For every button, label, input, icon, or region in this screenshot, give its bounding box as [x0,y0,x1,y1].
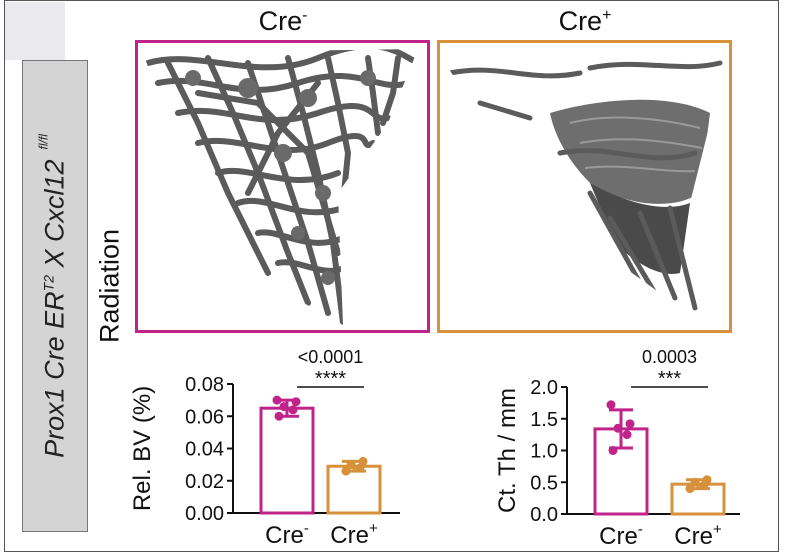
chart1-y-tick-label: 0.06 [185,406,224,428]
header-cre-plus: Cre+ [559,6,612,37]
chart2-y-tick-label: 0.5 [530,472,558,494]
chart1-data-point-0 [291,397,301,407]
chart1-y-tick-label: 0.00 [185,503,224,525]
header-cre-minus-base: Cre [258,6,303,36]
chart2-data-point-0 [625,419,635,429]
microct-image-cre-minus [135,40,430,333]
corner-box [5,2,65,60]
chart1-data-point-1 [341,466,351,476]
chart1-y-axis-label: Rel. BV (%) [129,386,156,511]
chart1-x-tick-label-base: Cre [265,522,304,549]
chart1-p-value: <0.0001 [298,347,364,367]
chart1-x-tick-label-base: Cre [330,522,369,549]
chart2-bar-1 [670,482,726,516]
chart2-p-value: 0.0003 [642,347,697,367]
microct-image-cre-plus [437,40,732,333]
chart1-y-tick-label: 0.04 [185,439,224,461]
chart1-significance-stars: **** [315,368,346,390]
chart2-data-point-0 [608,446,618,455]
chart2-x-tick-label-0: Cre- [599,521,643,550]
chart2-data-point-0 [613,423,623,433]
chart1-data-point-1 [358,456,368,466]
chart1-data-point-0 [288,405,298,415]
header-cre-minus: Cre- [259,6,308,37]
chart2-x-tick-label-base: Cre [674,523,713,550]
chart1-bar-0 [259,406,315,515]
chart1-y-tick-label: 0.02 [185,471,224,493]
header-cre-plus-sup: + [602,7,612,24]
chart2-significance-stars: *** [658,368,682,390]
chart1-x-tick-label-1: Cre+ [330,520,378,549]
chart2-y-tick-label: 0.0 [530,504,558,526]
bone-render-cre-minus [145,49,418,325]
genotype-sidebar [22,60,88,532]
bone-render-cre-plus [447,60,723,311]
chart2-data-point-0 [606,400,616,410]
chart2-data-point-1 [702,475,712,485]
chart1-data-point-1 [346,460,356,470]
chart2-data-point-1 [685,484,695,494]
chart2-x-tick-label-base: Cre [599,523,638,550]
chart2-data-point-0 [622,430,632,440]
chart1-data-point-0 [272,395,282,405]
chart1-x-tick-label-sup: - [304,520,309,537]
chart2-y-tick-label: 1.0 [530,441,558,463]
chart2-y-axis-label: Ct. Th / mm [494,388,521,513]
chart2-x-tick-label-1: Cre+ [674,521,722,550]
chart1-data-point-0 [279,402,289,412]
chart1-x-tick-label-0: Cre- [265,520,309,549]
header-cre-minus-sup: - [302,7,308,24]
chart2-x-tick-label-sup: + [713,521,722,538]
chart2-data-point-1 [690,477,700,487]
chart1-x-tick-label-sup: + [369,520,378,537]
header-cre-plus-base: Cre [558,6,603,36]
chart1-data-point-0 [274,411,284,421]
chart2-y-tick-label: 1.5 [530,409,558,431]
chart1-y-tick-label: 0.08 [185,374,224,396]
chart2-x-tick-label-sup: - [638,521,643,538]
chart2-y-tick-label: 2.0 [530,377,558,399]
